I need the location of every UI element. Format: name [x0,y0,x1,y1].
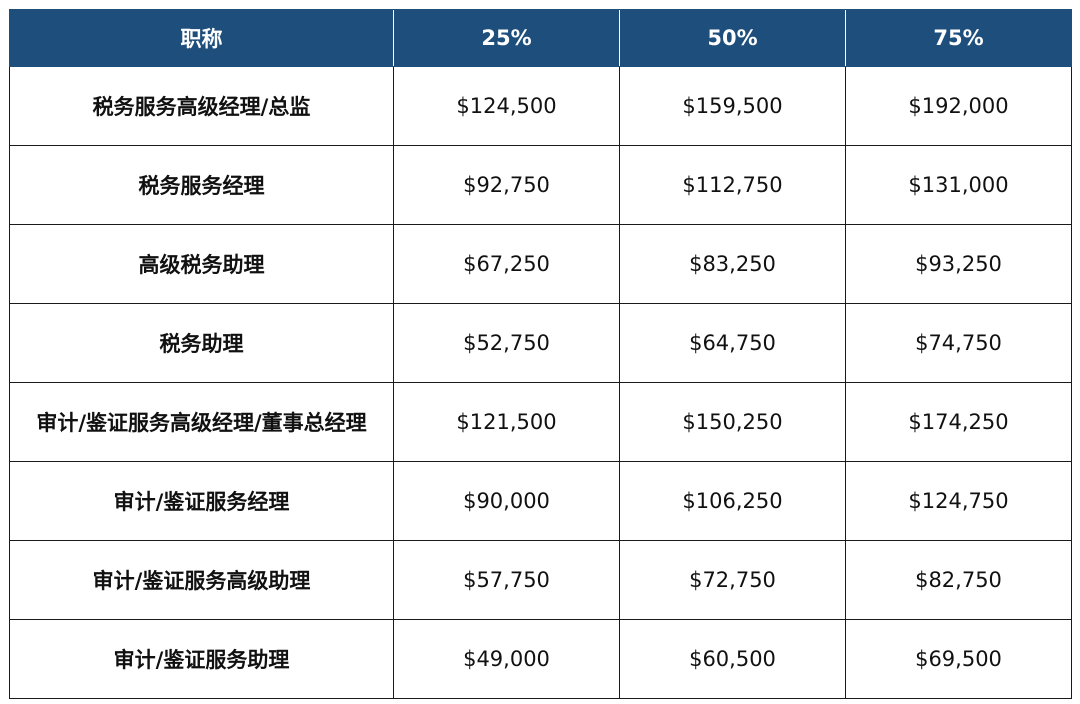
job-title-cell: 审计/鉴证服务高级助理 [9,540,394,620]
job-title-cell: 审计/鉴证服务高级经理/董事总经理 [9,382,394,462]
job-title-cell: 税务服务高级经理/总监 [9,66,394,146]
header-75th-percentile: 75% [845,9,1072,67]
p75-cell: $192,000 [845,66,1072,146]
table-row: 审计/鉴证服务助理 $49,000 $60,500 $69,500 [9,619,1072,699]
p50-cell: $112,750 [619,145,846,225]
p25-cell: $52,750 [393,303,620,383]
header-25th-percentile: 25% [393,9,620,67]
table-row: 税务服务高级经理/总监 $124,500 $159,500 $192,000 [9,66,1072,146]
p25-cell: $121,500 [393,382,620,462]
job-title-cell: 审计/鉴证服务经理 [9,461,394,541]
p50-cell: $159,500 [619,66,846,146]
p75-cell: $93,250 [845,224,1072,304]
table-row: 税务服务经理 $92,750 $112,750 $131,000 [9,145,1072,225]
header-row: 职称 25% 50% 75% [9,9,1072,67]
table-body: 税务服务高级经理/总监 $124,500 $159,500 $192,000 税… [9,66,1072,699]
p50-cell: $72,750 [619,540,846,620]
p75-cell: $131,000 [845,145,1072,225]
header-50th-percentile: 50% [619,9,846,67]
p75-cell: $82,750 [845,540,1072,620]
p75-cell: $124,750 [845,461,1072,541]
table-header: 职称 25% 50% 75% [9,9,1072,67]
job-title-cell: 审计/鉴证服务助理 [9,619,394,699]
p25-cell: $57,750 [393,540,620,620]
table-row: 税务助理 $52,750 $64,750 $74,750 [9,303,1072,383]
p50-cell: $150,250 [619,382,846,462]
p50-cell: $64,750 [619,303,846,383]
header-job-title: 职称 [9,9,394,67]
job-title-cell: 高级税务助理 [9,224,394,304]
p25-cell: $92,750 [393,145,620,225]
table-row: 审计/鉴证服务高级助理 $57,750 $72,750 $82,750 [9,540,1072,620]
table-row: 高级税务助理 $67,250 $83,250 $93,250 [9,224,1072,304]
p50-cell: $106,250 [619,461,846,541]
salary-percentile-table: 职称 25% 50% 75% 税务服务高级经理/总监 $124,500 $159… [9,9,1072,699]
job-title-cell: 税务服务经理 [9,145,394,225]
table-row: 审计/鉴证服务高级经理/董事总经理 $121,500 $150,250 $174… [9,382,1072,462]
p25-cell: $124,500 [393,66,620,146]
p50-cell: $60,500 [619,619,846,699]
table-row: 审计/鉴证服务经理 $90,000 $106,250 $124,750 [9,461,1072,541]
p25-cell: $90,000 [393,461,620,541]
p25-cell: $67,250 [393,224,620,304]
p75-cell: $69,500 [845,619,1072,699]
p50-cell: $83,250 [619,224,846,304]
p25-cell: $49,000 [393,619,620,699]
job-title-cell: 税务助理 [9,303,394,383]
p75-cell: $74,750 [845,303,1072,383]
p75-cell: $174,250 [845,382,1072,462]
